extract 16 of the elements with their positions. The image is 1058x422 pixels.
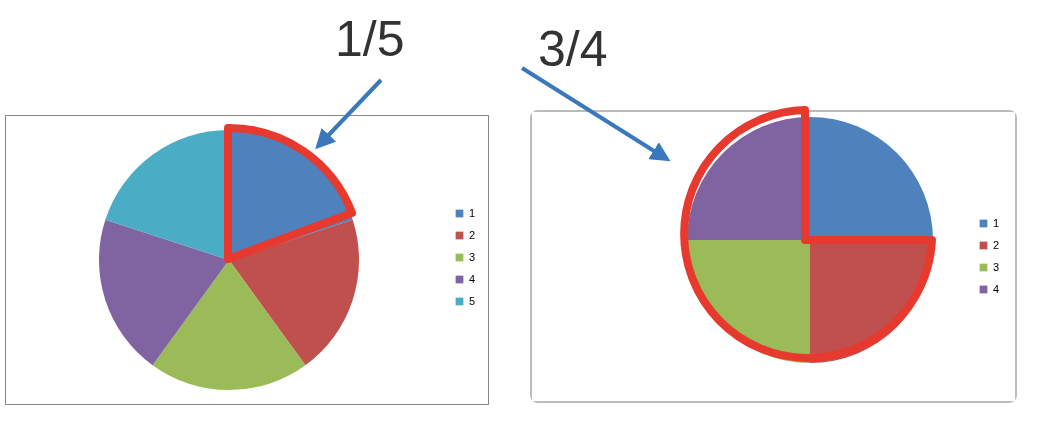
legend-label: 2 <box>993 238 1000 251</box>
text: 3/4 <box>538 20 608 78</box>
legend-label: 1 <box>993 216 1000 229</box>
legend-label: 3 <box>993 260 1000 273</box>
legend-label: 5 <box>469 294 476 307</box>
pie-slice <box>687 117 810 240</box>
pie-slice <box>687 240 810 363</box>
legend-label: 4 <box>469 272 476 285</box>
text: 1/5 <box>335 10 405 68</box>
legend-label: 4 <box>993 282 1000 295</box>
legend-label: 1 <box>469 206 476 219</box>
legend-label: 3 <box>469 250 476 263</box>
pie-slice <box>99 219 229 366</box>
legend-label: 2 <box>469 228 476 241</box>
pie-slice <box>152 260 306 390</box>
pie-slice <box>229 219 359 366</box>
